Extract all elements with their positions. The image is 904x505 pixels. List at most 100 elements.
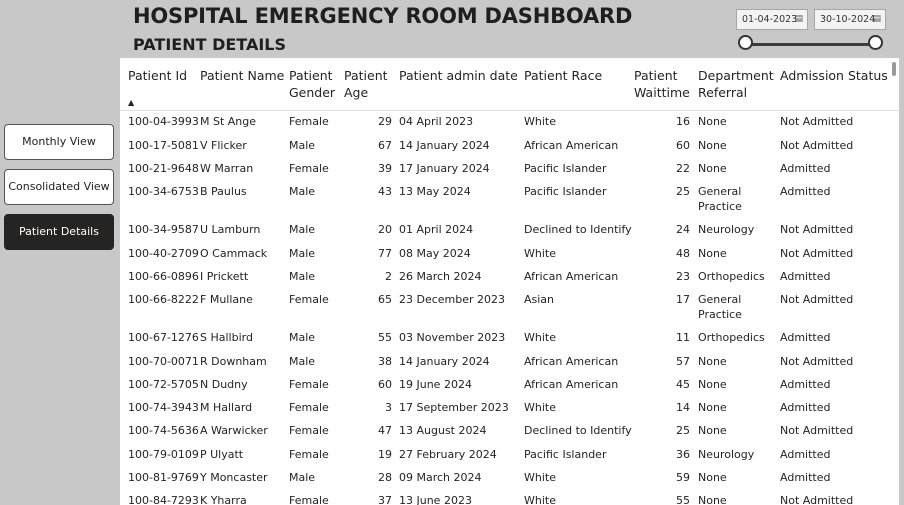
header-patient-admin-date[interactable]: Patient admin date [399, 68, 518, 83]
cell-gender: Female [289, 424, 329, 437]
table-row[interactable]: 100-84-7293 K Yharra Female 37 13 June 2023 W… [120, 493, 890, 505]
cell-race: Asian [524, 293, 555, 306]
table-row[interactable]: 100-66-8222 F Mullane Female 65 23 December … [120, 292, 890, 321]
cell-admin-date: 09 March 2024 [399, 471, 482, 484]
table-row[interactable]: 100-34-6753 B Paulus Male 43 13 May 2024 Paci… [120, 184, 890, 213]
cell-admission-status: Not Admitted [780, 223, 854, 236]
monthly-view-button[interactable]: Monthly View [4, 124, 114, 160]
cell-admission-status: Admitted [780, 270, 831, 283]
cell-admin-date: 14 January 2024 [399, 139, 490, 152]
cell-department: General Practice [698, 185, 742, 213]
cell-admission-status: Admitted [780, 448, 831, 461]
cell-admission-status: Not Admitted [780, 115, 854, 128]
table-row[interactable]: 100-79-0109 P Ulyatt Female 19 27 February 2… [120, 447, 890, 469]
cell-waittime: 55 [676, 494, 690, 505]
table-row[interactable]: 100-74-3943 M Hallard Female 3 17 September … [120, 400, 890, 422]
cell-patient-name: S Hallbird [200, 331, 253, 344]
cell-age: 65 [378, 293, 392, 306]
calendar-icon[interactable]: ▤ [872, 14, 881, 24]
cell-admin-date: 13 June 2023 [399, 494, 472, 505]
table-row[interactable]: 100-74-5636 A Warwicker Female 47 13 August … [120, 423, 890, 445]
cell-admission-status: Admitted [780, 162, 831, 175]
cell-gender: Male [289, 331, 316, 344]
header-department-referral[interactable]: Department Referral [698, 68, 774, 100]
cell-age: 2 [385, 270, 392, 283]
cell-race: African American [524, 355, 619, 368]
cell-department: None [698, 115, 727, 128]
cell-patient-name: U Lamburn [200, 223, 261, 236]
header-admission-status[interactable]: Admission Status [780, 68, 888, 83]
cell-waittime: 17 [676, 293, 690, 306]
vertical-scrollbar[interactable] [892, 62, 896, 76]
cell-patient-name: A Warwicker [200, 424, 268, 437]
cell-race: African American [524, 270, 619, 283]
slider-end-handle[interactable] [868, 35, 883, 50]
cell-admission-status: Admitted [780, 331, 831, 344]
cell-gender: Female [289, 162, 329, 175]
header-patient-waittime[interactable]: Patient Waittime [634, 68, 690, 100]
header-patient-race[interactable]: Patient Race [524, 68, 603, 83]
cell-waittime: 25 [676, 185, 690, 198]
cell-gender: Male [289, 270, 316, 283]
table-row[interactable]: 100-70-0071 R Downham Male 38 14 January 202… [120, 354, 890, 376]
cell-department: None [698, 139, 727, 152]
cell-gender: Female [289, 401, 329, 414]
table-row[interactable]: 100-81-9769 Y Moncaster Male 28 09 March 202… [120, 470, 890, 492]
cell-waittime: 57 [676, 355, 690, 368]
cell-patient-id: 100-84-7293 [128, 494, 199, 505]
cell-race: White [524, 494, 556, 505]
table-row[interactable]: 100-21-9648 W Marran Female 39 17 January 20… [120, 161, 890, 183]
cell-gender: Female [289, 448, 329, 461]
cell-patient-name: I Prickett [200, 270, 249, 283]
table-row[interactable]: 100-72-5705 N Dudny Female 60 19 June 2024 Af… [120, 377, 890, 399]
cell-patient-id: 100-67-1276 [128, 331, 199, 344]
cell-race: Pacific Islander [524, 185, 607, 198]
cell-admin-date: 17 September 2023 [399, 401, 509, 414]
cell-age: 55 [378, 331, 392, 344]
cell-admin-date: 23 December 2023 [399, 293, 506, 306]
cell-admin-date: 19 June 2024 [399, 378, 472, 391]
header-patient-name[interactable]: Patient Name [200, 68, 285, 83]
calendar-icon[interactable]: ▤ [794, 14, 803, 24]
consolidated-view-button[interactable]: Consolidated View [4, 169, 114, 205]
table-row[interactable]: 100-34-9587 U Lamburn Male 20 01 April 2024 D… [120, 222, 890, 244]
cell-patient-id: 100-34-9587 [128, 223, 199, 236]
cell-patient-name: V Flicker [200, 139, 247, 152]
cell-department: None [698, 494, 727, 505]
cell-admin-date: 17 January 2024 [399, 162, 490, 175]
end-date-input[interactable]: 30-10-2024 ▤ [814, 9, 886, 30]
table-row[interactable]: 100-17-5081 V Flicker Male 67 14 January 202… [120, 138, 890, 160]
cell-waittime: 45 [676, 378, 690, 391]
cell-admission-status: Not Admitted [780, 424, 854, 437]
cell-gender: Male [289, 355, 316, 368]
cell-department: None [698, 162, 727, 175]
cell-admin-date: 03 November 2023 [399, 331, 506, 344]
cell-waittime: 11 [676, 331, 690, 344]
cell-patient-id: 100-66-8222 [128, 293, 199, 306]
end-date-value: 30-10-2024 [820, 14, 876, 25]
cell-patient-name: N Dudny [200, 378, 248, 391]
start-date-input[interactable]: 01-04-2023 ▤ [736, 9, 808, 30]
header-patient-id[interactable]: Patient Id [128, 68, 188, 83]
cell-age: 67 [378, 139, 392, 152]
cell-admin-date: 27 February 2024 [399, 448, 497, 461]
slider-start-handle[interactable] [738, 35, 753, 50]
cell-race: White [524, 471, 556, 484]
table-row[interactable]: 100-67-1276 S Hallbird Male 55 03 November 2… [120, 330, 890, 352]
cell-gender: Female [289, 115, 329, 128]
cell-patient-name: K Yharra [200, 494, 247, 505]
cell-patient-name: O Cammack [200, 247, 268, 260]
date-range-slider[interactable] [746, 43, 876, 46]
table-row[interactable]: 100-04-3993 M St Ange Female 29 04 April 202… [120, 114, 890, 136]
cell-department: None [698, 378, 727, 391]
sort-ascending-icon[interactable]: ▲ [128, 98, 135, 107]
table-row[interactable]: 100-66-0896 I Prickett Male 2 26 March 2024 A… [120, 269, 890, 291]
table-row[interactable]: 100-40-2709 O Cammack Male 77 08 May 2024 Whi… [120, 246, 890, 268]
cell-patient-name: B Paulus [200, 185, 247, 198]
header-patient-age[interactable]: Patient Age [344, 68, 388, 100]
cell-age: 20 [378, 223, 392, 236]
patient-details-button[interactable]: Patient Details [4, 214, 114, 250]
cell-patient-id: 100-72-5705 [128, 378, 199, 391]
header-patient-gender[interactable]: Patient Gender [289, 68, 336, 100]
cell-department: None [698, 401, 727, 414]
